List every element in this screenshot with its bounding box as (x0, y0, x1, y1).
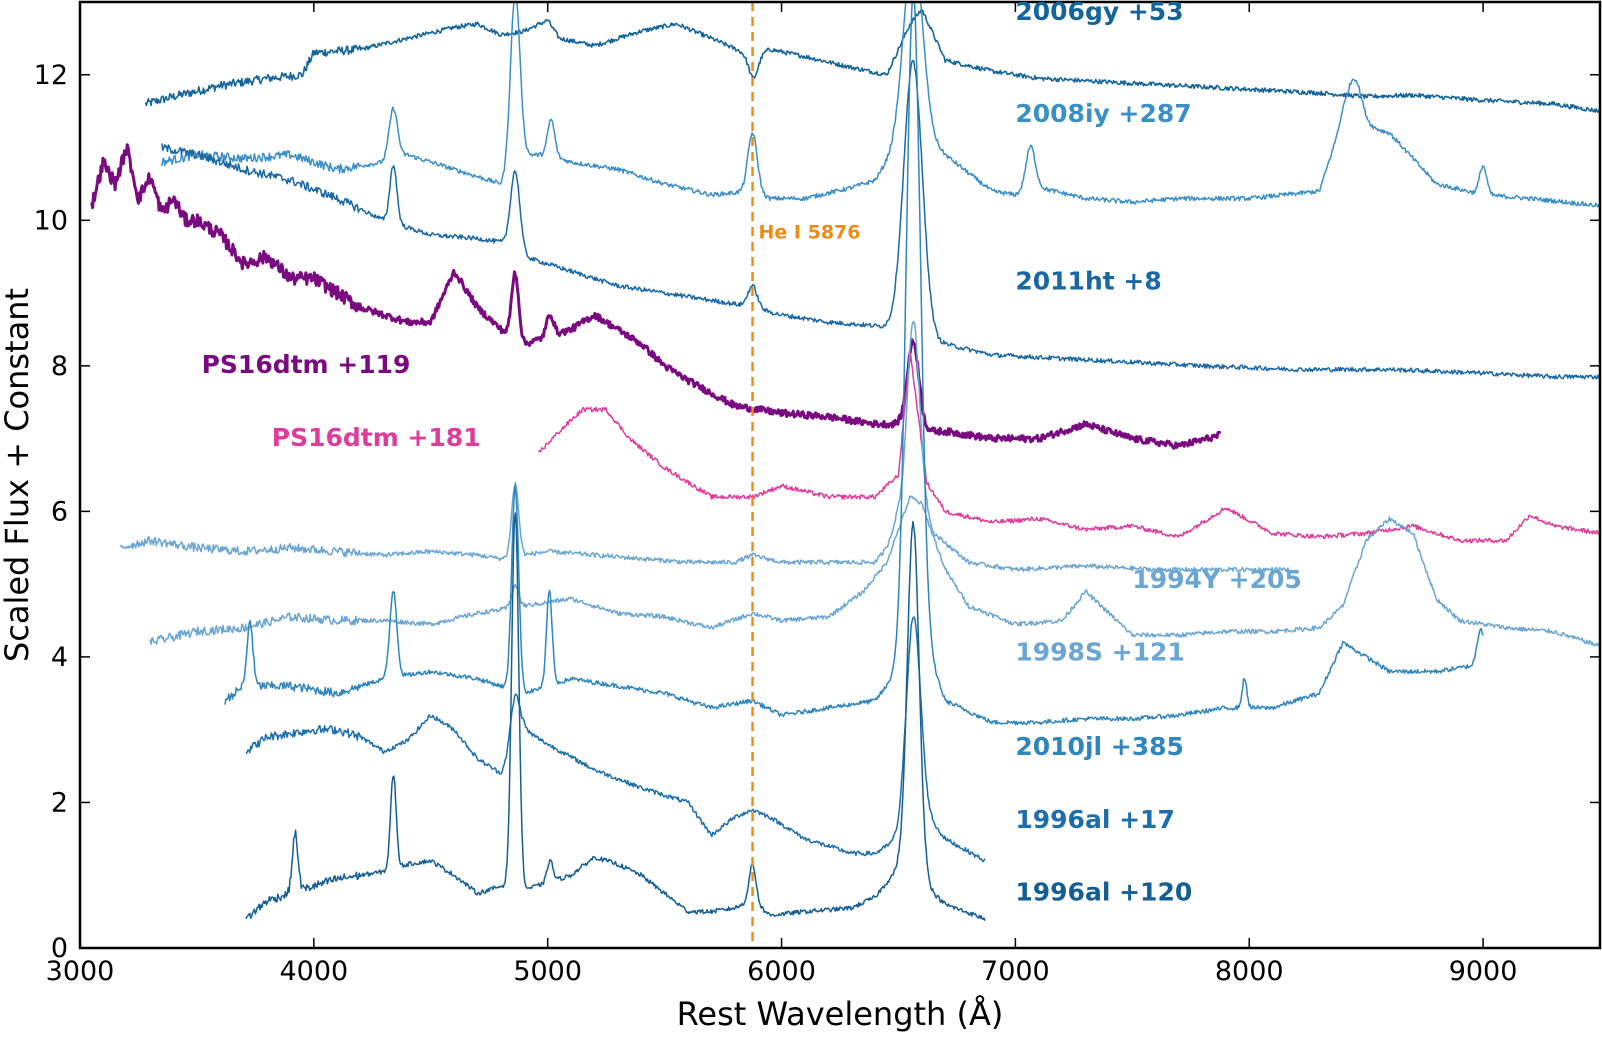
series-label: PS16dtm +181 (272, 423, 481, 452)
x-tick-label: 5000 (513, 956, 582, 987)
series-label: 2008iy +287 (1015, 99, 1191, 128)
series-label: 2006gy +53 (1015, 0, 1183, 26)
series-label: 2010jl +385 (1015, 732, 1184, 761)
series-label: 1994Y +205 (1132, 565, 1302, 594)
y-tick-label: 6 (51, 496, 68, 527)
spectrum-line (245, 512, 986, 922)
series-label: 1996al +17 (1015, 805, 1174, 834)
spectrum-line (161, 2, 1600, 208)
series-label: 1998S +121 (1015, 638, 1184, 667)
spectrum-line (119, 321, 1290, 573)
plot-frame (78, 0, 1602, 950)
x-tick-label: 6000 (747, 956, 816, 987)
axis-layer: 3000 4000 5000 6000 7000 8000 9000 0 2 4 6 8 10 12 (34, 2, 1600, 987)
annotation-layer: He I 5876 (751, 2, 861, 948)
y-tick-label: 0 (51, 933, 68, 964)
series-label: 1996al +120 (1015, 878, 1192, 907)
series-labels: 2006gy +53 2008iy +287 2011ht +8 PS16dtm +1… (202, 0, 1302, 907)
spectrum-line (245, 616, 986, 863)
series-label: 2011ht +8 (1015, 266, 1161, 295)
y-axis-label: Scaled Flux + Constant (0, 288, 36, 662)
x-axis-label: Rest Wavelength (Å) (677, 995, 1004, 1033)
spectrum-line (144, 9, 1600, 113)
spectrum-line (149, 495, 1600, 648)
he-line-label: He I 5876 (759, 222, 861, 244)
spectrum-line (161, 59, 1600, 380)
x-tick-label: 3000 (46, 956, 115, 987)
y-tick-label: 2 (51, 787, 68, 818)
series-label: PS16dtm +119 (202, 350, 411, 379)
spectra-layer (90, 2, 1600, 922)
y-tick-label: 4 (51, 642, 68, 673)
spectrum-line (90, 143, 1222, 450)
y-tick-label: 8 (51, 351, 68, 382)
y-tick-label: 10 (34, 205, 68, 236)
y-tick-label: 12 (34, 60, 68, 91)
x-tick-label: 4000 (279, 956, 348, 987)
spectrum-line (538, 353, 1600, 544)
x-tick-label: 8000 (1215, 956, 1284, 987)
spectrum-line (224, 2, 1484, 726)
x-tick-label: 7000 (981, 956, 1050, 987)
x-tick-label: 9000 (1449, 956, 1518, 987)
